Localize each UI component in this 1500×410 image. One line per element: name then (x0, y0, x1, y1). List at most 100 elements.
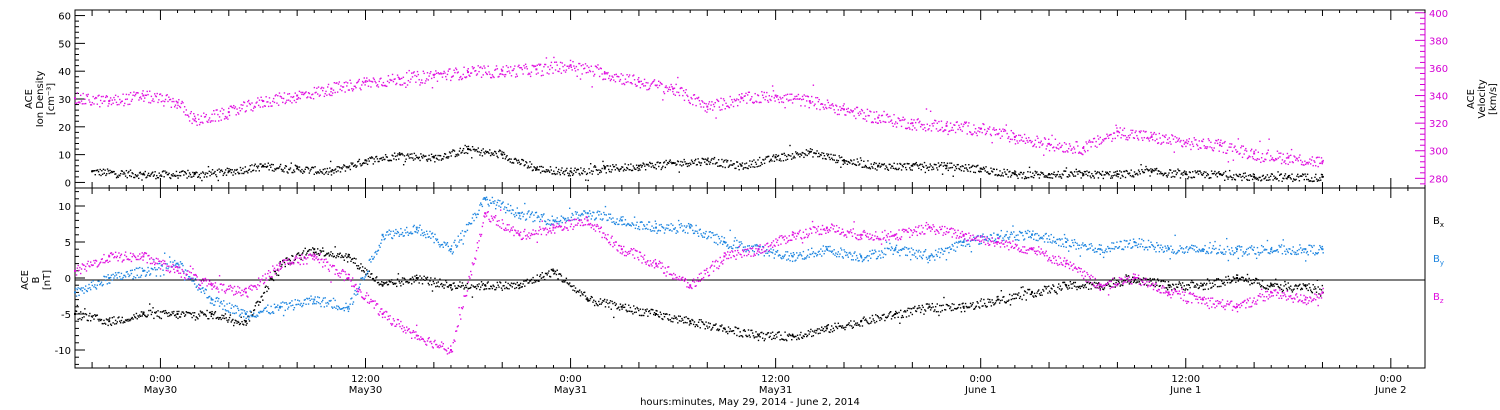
velocity-sample (530, 71, 533, 73)
bx-sample (1018, 297, 1021, 300)
ion-density-sample (403, 155, 406, 157)
bx-sample (1028, 288, 1030, 291)
velocity-sample (278, 92, 281, 94)
velocity-sample (588, 66, 590, 69)
ion-density-sample (832, 154, 835, 156)
ion-density-sample (215, 175, 218, 178)
velocity-sample (1298, 156, 1300, 159)
bx-sample (143, 311, 145, 314)
bx-sample (90, 315, 93, 317)
velocity-sample (311, 93, 313, 96)
ion-density-sample (751, 160, 753, 163)
ion-density-sample (503, 153, 506, 156)
velocity-sample (906, 127, 909, 130)
velocity-sample (437, 72, 439, 74)
ion-density-sample (548, 170, 550, 172)
velocity-sample (372, 77, 375, 79)
bx-sample (1214, 283, 1216, 286)
ion-density-sample (626, 166, 628, 169)
velocity-sample (366, 80, 369, 83)
bx-sample (490, 285, 493, 288)
velocity-sample (845, 114, 847, 116)
ion-density-sample (440, 159, 443, 161)
ion-density-sample (1055, 175, 1057, 178)
bx-sample (1022, 286, 1024, 288)
ion-density-sample (262, 166, 265, 168)
ion-density-sample (679, 164, 681, 166)
velocity-sample (865, 120, 868, 122)
velocity-sample (859, 111, 861, 113)
velocity-sample (885, 114, 888, 116)
ion-density-sample (822, 152, 825, 155)
bx-sample (921, 304, 924, 307)
bx-sample (325, 253, 327, 256)
ion-density-sample (657, 161, 659, 163)
ion-density-sample (984, 170, 986, 172)
bx-sample (524, 280, 527, 282)
ion-density-sample (389, 159, 391, 162)
bx-sample (515, 286, 518, 289)
ion-density-sample (217, 179, 219, 182)
ion-density-sample (968, 163, 970, 166)
velocity-sample (921, 124, 924, 126)
velocity-sample (872, 121, 874, 124)
ion-density-sample (631, 169, 634, 172)
ion-density-sample (1050, 177, 1052, 179)
bx-sample (1208, 280, 1210, 282)
ion-density-point (637, 164, 640, 167)
bx-sample (114, 319, 117, 322)
bx-sample (582, 294, 584, 296)
ion-density-sample (1040, 171, 1042, 173)
velocity-sample (1169, 141, 1171, 143)
bx-sample (1207, 288, 1210, 290)
ion-density-sample (909, 167, 911, 169)
velocity-sample (895, 121, 897, 123)
velocity-sample (490, 76, 493, 79)
velocity-sample (1284, 160, 1286, 162)
ion-density-sample (878, 162, 881, 165)
velocity-sample (554, 61, 556, 63)
ion-density-sample (1038, 177, 1041, 179)
bx-sample (776, 336, 778, 338)
ion-density-sample (490, 152, 493, 154)
bx-sample (1156, 284, 1158, 287)
ion-density-sample (757, 159, 759, 161)
ion-density-sample (857, 161, 859, 163)
velocity-sample (529, 75, 532, 78)
bx-sample (534, 281, 537, 283)
ion-density-sample (929, 163, 931, 165)
ion-density-sample (114, 173, 116, 175)
bx-sample (484, 288, 486, 290)
bx-sample (571, 285, 573, 287)
velocity-sample (131, 98, 133, 101)
bx-sample (527, 282, 529, 284)
ion-density-sample (395, 158, 397, 161)
velocity-sample (1112, 137, 1114, 140)
bx-sample (180, 313, 183, 315)
ion-density-sample (206, 172, 209, 175)
ion-density-sample (594, 165, 596, 167)
ion-density-sample (170, 177, 172, 180)
bx-sample (805, 333, 807, 336)
bx-sample (118, 316, 120, 318)
velocity-sample (661, 83, 663, 85)
bx-sample (549, 275, 551, 278)
ion-density-sample (168, 172, 170, 175)
ion-density-sample (894, 168, 896, 170)
bx-sample (99, 318, 101, 321)
velocity-sample (262, 106, 264, 108)
bx-sample (1100, 285, 1102, 288)
density-tick-label: 20 (58, 123, 71, 134)
bx-sample (213, 312, 216, 314)
bx-sample (489, 285, 492, 287)
velocity-point (535, 68, 538, 71)
velocity-sample (122, 93, 124, 95)
velocity-sample (710, 104, 712, 106)
time-tick-label: 0:00 (1380, 374, 1402, 385)
bx-sample (656, 310, 658, 312)
velocity-sample (783, 94, 785, 97)
ion-density-sample (1144, 169, 1146, 171)
ion-density-sample (439, 155, 442, 157)
bx-sample (1181, 286, 1183, 289)
velocity-sample (914, 121, 917, 124)
